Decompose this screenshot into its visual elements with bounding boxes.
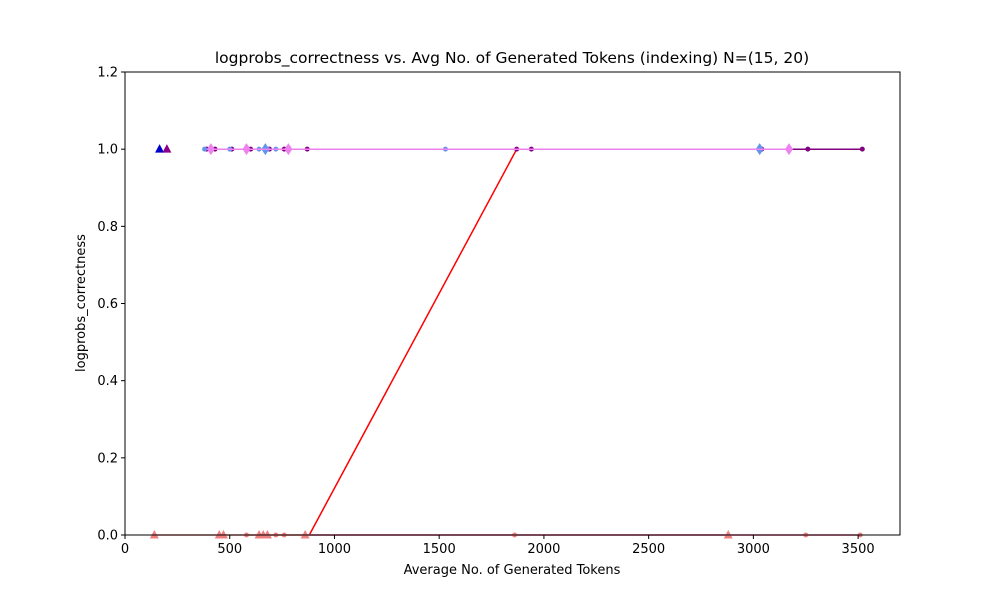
y-tick-label: 1.0 [97, 143, 118, 158]
y-tick-label: 0.6 [97, 297, 118, 312]
x-tick-label: 2000 [527, 542, 560, 557]
series-5 [155, 144, 165, 153]
data-point [149, 530, 159, 539]
x-tick-label: 500 [217, 542, 242, 557]
data-point [155, 144, 165, 153]
data-point [784, 143, 793, 156]
x-tick-label: 0 [121, 542, 129, 557]
y-tick-label: 0.2 [97, 451, 118, 466]
y-tick-label: 1.2 [97, 66, 118, 81]
data-point [284, 143, 293, 156]
data-point [859, 146, 865, 152]
x-tick-label: 2500 [632, 542, 665, 557]
data-point [202, 146, 208, 152]
x-axis-ticks: 0 500 1000 1500 2000 2500 3000 3500 [121, 535, 875, 557]
x-tick-label: 3500 [842, 542, 875, 557]
series-6 [162, 144, 172, 153]
y-axis-ticks: 0.0 0.2 0.4 0.6 0.8 1.0 1.2 [97, 66, 125, 544]
data-point [805, 146, 811, 152]
x-axis-label: Average No. of Generated Tokens [404, 563, 621, 578]
data-point [162, 144, 172, 153]
y-tick-label: 0.4 [97, 374, 118, 389]
data-point [218, 530, 228, 539]
series-line [308, 148, 518, 536]
data-point [206, 143, 215, 156]
series-4 [206, 143, 793, 156]
x-tick-label: 1500 [423, 542, 456, 557]
chart-title: logprobs_correctness vs. Avg No. of Gene… [215, 49, 809, 68]
y-tick-label: 0.8 [97, 220, 118, 235]
y-tick-label: 0.0 [97, 529, 118, 544]
x-tick-label: 3000 [737, 542, 770, 557]
y-axis-label: logprobs_correctness [74, 234, 89, 372]
series-0 [308, 148, 518, 536]
data-point [242, 143, 251, 156]
x-tick-label: 1000 [318, 542, 351, 557]
